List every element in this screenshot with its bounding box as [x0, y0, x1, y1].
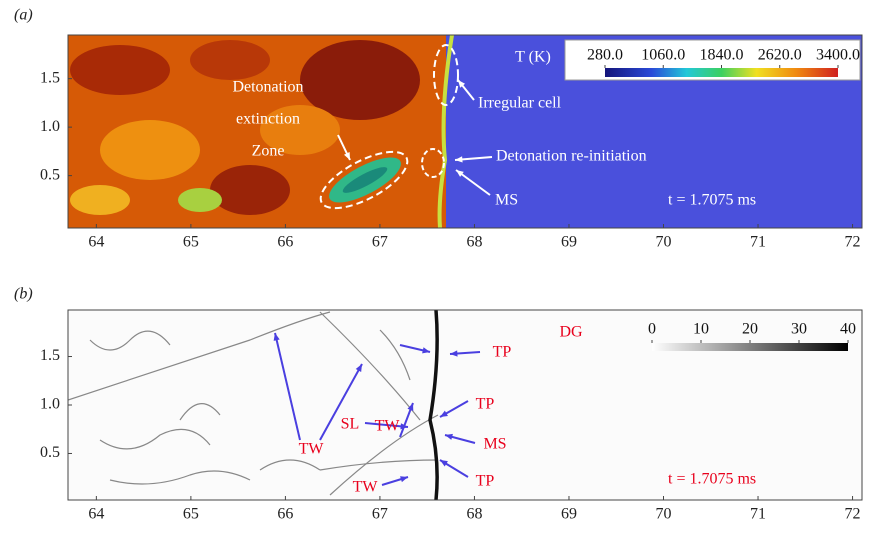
colorbar [652, 343, 848, 351]
annotation: SL [341, 416, 360, 433]
temperature-field [68, 35, 862, 228]
arrow-head [422, 347, 430, 354]
x-tick-label: 68 [466, 506, 482, 523]
annotation: Zone [252, 143, 285, 160]
colorbar-tick-label: 1060.0 [641, 47, 685, 64]
colorbar [605, 68, 838, 77]
colorbar-tick-label: 1840.0 [700, 47, 744, 64]
annotation: Irregular cell [478, 95, 562, 112]
annotation: TP [493, 344, 512, 361]
x-tick-label: 64 [88, 234, 104, 251]
arrow-head [400, 423, 408, 430]
colorbar-tick-label: 2620.0 [758, 47, 802, 64]
annotation: TW [299, 441, 325, 458]
annotation: TP [476, 473, 495, 490]
y-tick-label: 0.5 [40, 444, 60, 461]
arrow-head [400, 476, 408, 483]
x-tick-label: 69 [561, 506, 577, 523]
density-gradient-field [68, 310, 862, 500]
annotation: Detonation [232, 79, 303, 96]
colorbar-tick-label: 20 [742, 321, 758, 338]
colorbar-tick-label: 40 [840, 321, 856, 338]
annotation: MS [495, 192, 518, 209]
panel-label: (b) [14, 286, 33, 303]
x-tick-label: 70 [656, 506, 672, 523]
y-tick-label: 1.5 [40, 69, 60, 86]
x-tick-label: 66 [277, 234, 293, 251]
arrow-head [407, 403, 414, 411]
arrow-head [440, 460, 448, 467]
plot-frame [67, 34, 863, 229]
arrow [319, 363, 363, 441]
y-tick-label: 1.5 [40, 347, 60, 364]
annotation: TP [476, 396, 495, 413]
colorbar-tick-label: 10 [693, 321, 709, 338]
arrow-head [456, 170, 464, 177]
x-tick-label: 72 [845, 234, 861, 251]
x-tick-label: 72 [845, 506, 861, 523]
x-tick-label: 66 [277, 506, 293, 523]
time-label: t = 1.7075 ms [668, 192, 756, 209]
colorbar-label: T (K) [515, 49, 551, 66]
colorbar-tick-label: 3400.0 [816, 47, 860, 64]
arrow [274, 332, 301, 441]
annotation: MS [483, 436, 506, 453]
x-tick-label: 65 [183, 234, 199, 251]
annotation: TW [375, 418, 401, 435]
arrow-head [273, 333, 280, 341]
x-tick-label: 71 [750, 234, 766, 251]
annotation: Detonation re-initiation [496, 148, 647, 165]
x-tick-label: 65 [183, 506, 199, 523]
colorbar-tick-label: 280.0 [587, 47, 623, 64]
colorbar-tick-label: 30 [791, 321, 807, 338]
colorbar-label: DG [559, 324, 583, 341]
panel-label: (a) [14, 7, 33, 24]
colorbar-tick-label: 0 [648, 321, 656, 338]
x-tick-label: 67 [372, 234, 388, 251]
arrow-head [455, 156, 463, 163]
x-tick-label: 69 [561, 234, 577, 251]
x-tick-label: 71 [750, 506, 766, 523]
y-tick-label: 1.0 [40, 118, 60, 135]
x-tick-label: 70 [656, 234, 672, 251]
arrow-head [355, 364, 362, 372]
arrow-head [440, 410, 448, 417]
y-tick-label: 0.5 [40, 166, 60, 183]
arrow-head [445, 433, 453, 440]
time-label: t = 1.7075 ms [668, 471, 756, 488]
arrow-head [458, 80, 466, 88]
x-tick-label: 67 [372, 506, 388, 523]
annotation: extinction [236, 111, 300, 128]
arrow-head [344, 152, 350, 160]
annotation: TW [353, 479, 379, 496]
x-tick-label: 68 [466, 234, 482, 251]
arrow-head [450, 350, 458, 357]
y-tick-label: 1.0 [40, 396, 60, 413]
x-tick-label: 64 [88, 506, 104, 523]
